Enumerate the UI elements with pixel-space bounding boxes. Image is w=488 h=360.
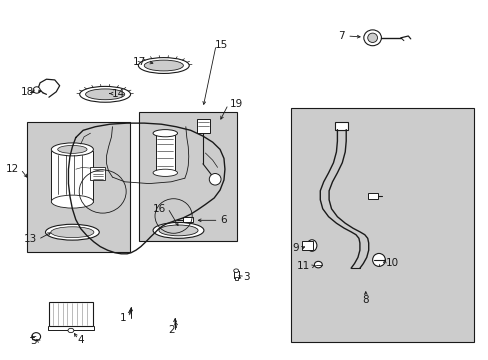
Text: 3: 3 [243,272,250,282]
Text: 11: 11 [297,261,310,271]
Ellipse shape [58,145,87,153]
Ellipse shape [153,222,203,238]
Text: 5: 5 [30,336,37,346]
Ellipse shape [144,60,183,71]
Bar [51,151,93,202]
Text: 7: 7 [337,31,344,41]
Text: 14: 14 [111,89,124,99]
Bar [90,167,105,180]
Bar [290,108,473,342]
Ellipse shape [80,86,130,102]
Text: 10: 10 [386,258,399,268]
Bar [196,119,210,133]
Text: 13: 13 [23,234,37,244]
Ellipse shape [85,89,124,100]
Bar [139,112,237,241]
Bar [183,217,193,222]
Bar [155,135,175,173]
Text: 9: 9 [292,243,299,253]
Ellipse shape [153,169,177,176]
Bar [302,241,312,250]
Text: 18: 18 [21,87,34,97]
Ellipse shape [45,224,99,240]
Text: 19: 19 [229,99,243,109]
Ellipse shape [306,240,316,251]
Ellipse shape [51,195,93,208]
Text: 12: 12 [5,164,19,174]
Ellipse shape [153,130,177,137]
Bar [233,271,238,278]
Ellipse shape [367,33,377,42]
Ellipse shape [68,328,74,333]
Ellipse shape [314,261,322,268]
Bar [334,122,347,130]
Text: 16: 16 [153,204,166,214]
Ellipse shape [51,143,93,156]
Ellipse shape [209,174,221,185]
Text: 17: 17 [132,57,145,67]
Bar [234,277,237,280]
Bar [27,122,129,252]
Bar [367,193,378,199]
Ellipse shape [372,253,385,266]
Ellipse shape [233,269,238,273]
Text: 6: 6 [220,215,226,225]
Ellipse shape [32,333,41,341]
Bar [49,302,93,326]
Text: 2: 2 [168,325,175,336]
Ellipse shape [138,58,189,73]
Ellipse shape [51,227,94,238]
Ellipse shape [159,225,198,236]
Text: 8: 8 [362,294,368,305]
Ellipse shape [363,30,381,46]
Text: 4: 4 [77,335,84,345]
Text: 15: 15 [215,40,228,50]
Text: 1: 1 [119,312,126,323]
Ellipse shape [33,87,40,93]
